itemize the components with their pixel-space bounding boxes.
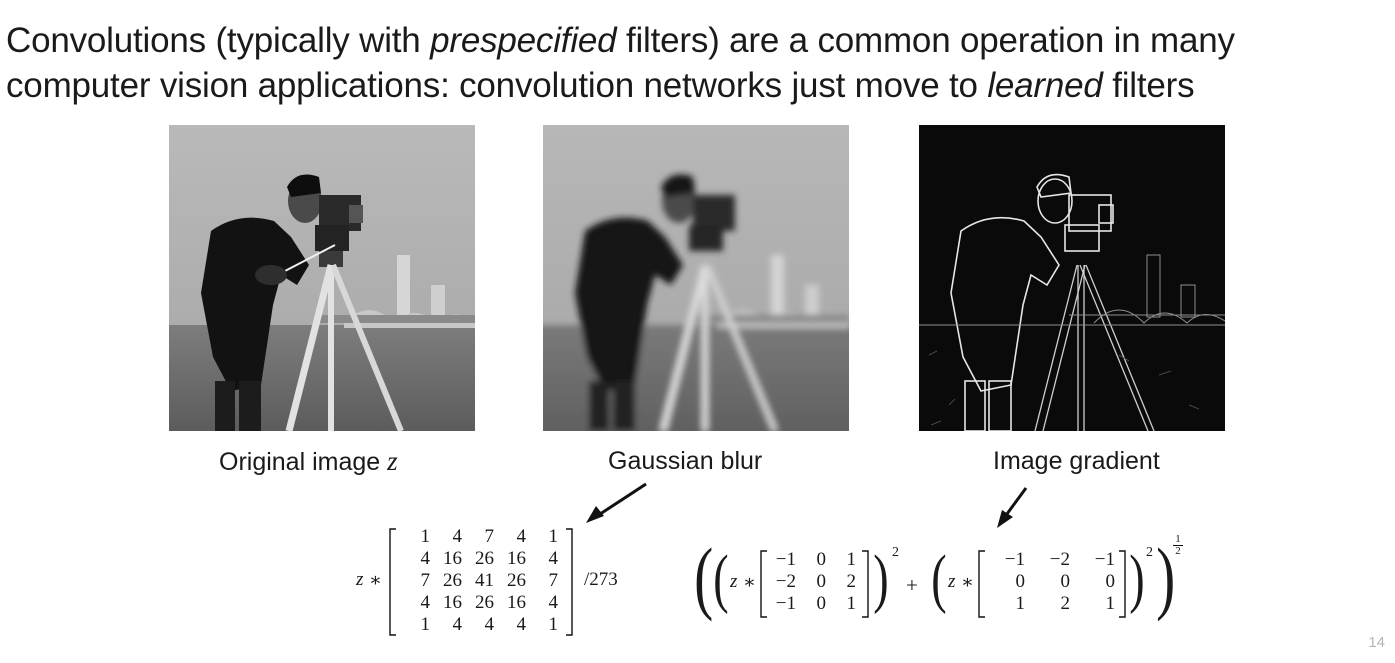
gy-lhs-variable: z [948, 571, 955, 593]
gaussian-divisor: /273 [584, 569, 618, 591]
matrix-cell: 26 [494, 570, 526, 592]
gx-lhs-variable: z [730, 571, 737, 593]
matrix-cell: 7 [398, 570, 430, 592]
matrix-cell: 0 [1070, 571, 1115, 593]
matrix-cell: 1 [826, 549, 856, 571]
matrix-cell: 1 [1070, 593, 1115, 615]
exponent-denominator: 2 [1173, 545, 1183, 557]
matrix-cell: 4 [430, 614, 462, 636]
gy-left-paren: ( [931, 546, 946, 612]
plus-operator: + [906, 573, 918, 598]
matrix-cell: 1 [826, 593, 856, 615]
title-line-1: Convolutions (typically with prespecifie… [6, 18, 1386, 63]
matrix-cell: 4 [430, 526, 462, 548]
matrix-cell: 1 [526, 614, 558, 636]
matrix-cell: 0 [796, 549, 826, 571]
matrix-cell: 16 [430, 592, 462, 614]
matrix-cell: 4 [462, 614, 494, 636]
matrix-cell: 1 [398, 526, 430, 548]
slide-title: Convolutions (typically with prespecifie… [6, 18, 1386, 108]
gradient-y-kernel-matrix: −1 −2 −1 0 0 0 1 2 1 [980, 549, 1115, 615]
matrix-cell: 16 [494, 592, 526, 614]
matrix-cell: 1 [980, 593, 1025, 615]
matrix-cell: 1 [398, 614, 430, 636]
matrix-cell: −2 [1025, 549, 1070, 571]
gy-right-bracket [1117, 549, 1127, 619]
arrow-gradient-to-formula-icon [992, 484, 1032, 530]
matrix-cell: 0 [1025, 571, 1070, 593]
matrix-cell: −2 [766, 571, 796, 593]
matrix-cell: −1 [766, 549, 796, 571]
gaussian-left-bracket [388, 527, 398, 637]
original-image [169, 125, 475, 431]
gx-right-paren: ) [873, 546, 888, 612]
gy-right-paren: ) [1129, 546, 1144, 612]
matrix-cell: 26 [430, 570, 462, 592]
matrix-cell: 7 [462, 526, 494, 548]
gy-convolution-operator: ∗ [961, 571, 974, 594]
matrix-cell: 0 [796, 593, 826, 615]
gx-convolution-operator: ∗ [743, 571, 756, 594]
matrix-cell: 4 [526, 592, 558, 614]
caption-image-gradient: Image gradient [993, 446, 1160, 476]
gaussian-convolution-operator: ∗ [369, 569, 382, 592]
matrix-cell: 2 [1025, 593, 1070, 615]
matrix-cell: 16 [494, 548, 526, 570]
matrix-cell: 4 [494, 614, 526, 636]
matrix-cell: 0 [980, 571, 1025, 593]
caption-original-image: Original image z [219, 446, 398, 477]
gx-right-bracket [860, 549, 870, 619]
caption-variable-z: z [387, 446, 398, 476]
gaussian-kernel-matrix: 1 4 7 4 1 4 16 26 16 4 7 26 41 26 7 4 16 26 16 4 1 4 4 4 1 [398, 526, 558, 636]
matrix-cell: −1 [980, 549, 1025, 571]
outer-left-paren: ( [694, 536, 713, 618]
matrix-cell: −1 [766, 593, 796, 615]
matrix-cell: 2 [826, 571, 856, 593]
title-emphasis-prespecified: prespecified [430, 21, 616, 60]
matrix-cell: 4 [398, 548, 430, 570]
matrix-cell: 4 [398, 592, 430, 614]
gy-square-exponent: 2 [1146, 545, 1153, 561]
gx-square-exponent: 2 [892, 545, 899, 561]
title-emphasis-learned: learned [987, 66, 1102, 105]
image-gradient-image [919, 125, 1225, 431]
matrix-cell: 4 [526, 548, 558, 570]
matrix-cell: 26 [462, 548, 494, 570]
gaussian-right-bracket [564, 527, 574, 637]
caption-gaussian-blur: Gaussian blur [608, 446, 762, 476]
gradient-x-kernel-matrix: −1 0 1 −2 0 2 −1 0 1 [766, 549, 856, 615]
matrix-cell: 1 [526, 526, 558, 548]
sqrt-exponent-fraction: 1 2 [1173, 534, 1183, 557]
gaussian-lhs-variable: z [356, 569, 363, 591]
matrix-cell: −1 [1070, 549, 1115, 571]
slide-number: 14 [1368, 634, 1385, 651]
title-line-2: computer vision applications: convolutio… [6, 63, 1386, 108]
matrix-cell: 4 [494, 526, 526, 548]
matrix-cell: 26 [462, 592, 494, 614]
matrix-cell: 16 [430, 548, 462, 570]
arrow-blur-to-kernel-icon [580, 478, 652, 526]
gx-left-paren: ( [713, 546, 728, 612]
exponent-numerator: 1 [1173, 534, 1183, 545]
matrix-cell: 7 [526, 570, 558, 592]
matrix-cell: 41 [462, 570, 494, 592]
gaussian-blur-image [543, 125, 849, 431]
matrix-cell: 0 [796, 571, 826, 593]
